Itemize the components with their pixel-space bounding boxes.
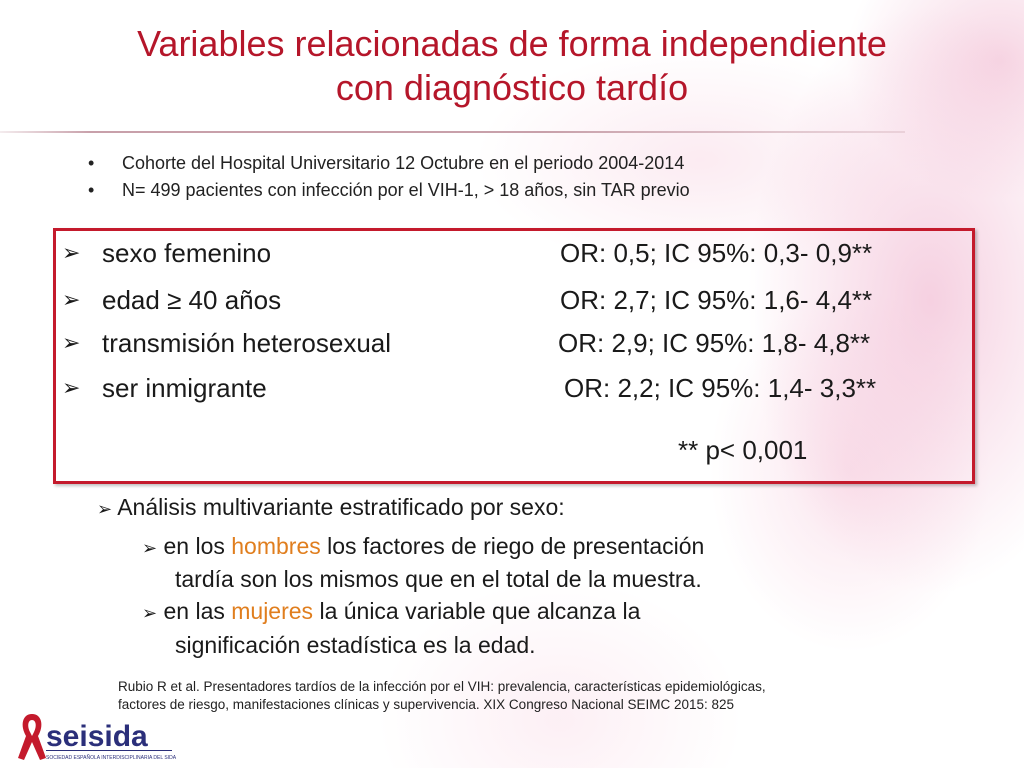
intro-bullet: • N= 499 pacientes con infección por el V… bbox=[88, 177, 690, 204]
arrow-bullet-icon: ➢ bbox=[62, 330, 81, 355]
arrow-bullet-icon: ➢ bbox=[142, 538, 158, 558]
risk-variable: ser inmigrante bbox=[102, 373, 267, 403]
risk-result: OR: 2,7; IC 95%: 1,6- 4,4** bbox=[560, 285, 873, 315]
reference-citation: Rubio R et al. Presentadores tardíos de … bbox=[118, 679, 766, 712]
intro-bullets: • Cohorte del Hospital Universitario 12 O… bbox=[88, 150, 690, 204]
men-finding-continued: tardía son los mismos que en el total de… bbox=[175, 566, 702, 592]
risk-result: OR: 0,5; IC 95%: 0,3- 0,9** bbox=[560, 238, 873, 268]
arrow-bullet-icon: ➢ bbox=[62, 375, 81, 400]
title-line-1: Variables relacionadas de forma independ… bbox=[137, 23, 887, 64]
bullet-dot-icon: • bbox=[88, 180, 95, 200]
highlight-mujeres: mujeres bbox=[231, 598, 314, 624]
women-finding: ➢ en las mujeres la única variable que a… bbox=[142, 598, 641, 624]
highlight-hombres: hombres bbox=[231, 533, 321, 559]
intro-bullet: • Cohorte del Hospital Universitario 12 O… bbox=[88, 150, 690, 177]
risk-factor-row: ➢ sexo femenino OR: 0,5; IC 95%: 0,3- 0,… bbox=[62, 233, 962, 273]
risk-factors-box bbox=[53, 228, 975, 484]
significance-note: ** p< 0,001 bbox=[678, 435, 808, 465]
arrow-bullet-icon: ➢ bbox=[62, 240, 81, 265]
risk-result: OR: 2,9; IC 95%: 1,8- 4,8** bbox=[558, 328, 871, 358]
risk-factor-row: ➢ ser inmigrante OR: 2,2; IC 95%: 1,4- 3… bbox=[62, 368, 962, 408]
risk-variable: transmisión heterosexual bbox=[102, 328, 392, 358]
risk-factor-row: ➢ edad ≥ 40 años OR: 2,7; IC 95%: 1,6- 4… bbox=[62, 280, 962, 320]
arrow-bullet-icon: ➢ bbox=[62, 287, 81, 312]
analysis-heading: Análisis multivariante estratificado por… bbox=[117, 494, 565, 520]
risk-variable: sexo femenino bbox=[102, 238, 272, 268]
arrow-bullet-icon: ➢ bbox=[142, 603, 158, 623]
men-finding: ➢ en los hombres los factores de riego d… bbox=[142, 533, 705, 559]
title-separator bbox=[0, 131, 905, 133]
bullet-dot-icon: • bbox=[88, 153, 95, 173]
risk-variable: edad ≥ 40 años bbox=[102, 285, 282, 315]
title-line-2: con diagnóstico tardío bbox=[335, 67, 689, 108]
risk-result: OR: 2,2; IC 95%: 1,4- 3,3** bbox=[564, 373, 877, 403]
logo-wordmark: seisida bbox=[46, 720, 148, 753]
risk-factor-row: ➢ transmisión heterosexual OR: 2,9; IC 9… bbox=[62, 323, 962, 363]
arrow-bullet-icon: ➢ bbox=[97, 499, 113, 519]
slide-title: Variables relacionadas de forma independ… bbox=[0, 22, 1024, 110]
analysis-heading-row: ➢ Análisis multivariante estratificado p… bbox=[97, 491, 565, 526]
seisida-logo: seisida SOCIEDAD ESPAÑOLA INTERDISCIPLIN… bbox=[18, 714, 177, 761]
women-finding-continued: significación estadística es la edad. bbox=[175, 632, 536, 658]
logo-tagline: SOCIEDAD ESPAÑOLA INTERDISCIPLINARIA DEL… bbox=[46, 754, 177, 761]
